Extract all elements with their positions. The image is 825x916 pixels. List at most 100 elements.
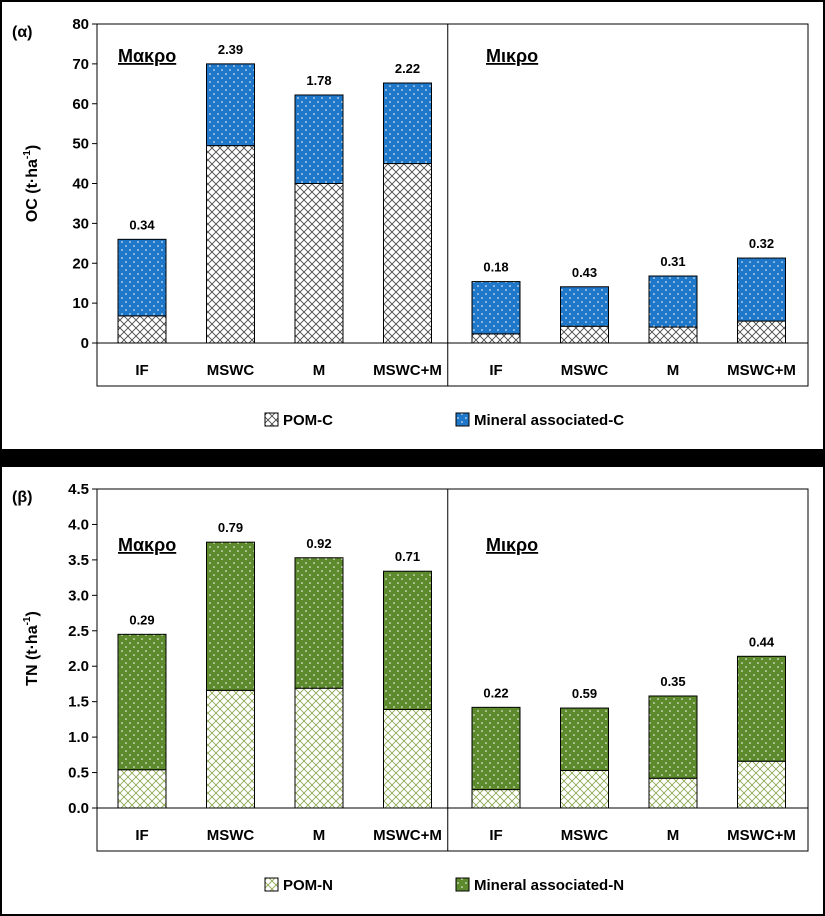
oc-chart: (α) 0 10 20 30 40 50 60 70 80 OC (t·ha-1) 0.34 2.39 1… <box>0 0 825 451</box>
bar-segment <box>560 707 609 771</box>
bar-value-label: 2.39 <box>218 42 243 57</box>
legend-label: Mineral associated-C <box>474 412 624 429</box>
bar-value-label: 0.35 <box>660 674 685 689</box>
category-label: M <box>313 827 326 844</box>
bar-value-label: 2.22 <box>395 61 420 76</box>
bar-segment <box>383 82 432 165</box>
bar-segment <box>383 570 432 710</box>
category-label: M <box>667 362 680 379</box>
bar-segment <box>206 63 255 147</box>
y-tick-label: 30 <box>72 215 89 232</box>
bar-segment <box>648 275 698 328</box>
legend-label: POM-C <box>283 412 333 429</box>
bar-value-label: 0.44 <box>749 634 775 649</box>
y-tick-label: 0 <box>81 335 89 352</box>
y-tick-label: 0.5 <box>68 765 89 782</box>
bar-value-label: 0.31 <box>660 254 685 269</box>
bar-value-label: 0.43 <box>572 265 597 280</box>
bar-segment <box>648 777 698 809</box>
bar-segment <box>117 633 167 771</box>
category-label: M <box>313 362 326 379</box>
bar-segment <box>294 687 344 809</box>
legend-label: Mineral associated-N <box>474 877 624 894</box>
panel-label: (β) <box>12 489 32 506</box>
bar-segment <box>294 94 344 184</box>
bar-segment <box>737 760 786 809</box>
group-label: Μακρο <box>118 46 176 66</box>
bar-segment <box>206 689 255 809</box>
bar-value-label: 0.79 <box>218 520 243 535</box>
bar-segment <box>383 708 432 809</box>
y-tick-label: 0.0 <box>68 800 89 817</box>
bar-value-label: 0.59 <box>572 686 597 701</box>
category-label: IF <box>135 362 148 379</box>
bar-segment <box>294 557 344 689</box>
bar-segment <box>560 325 609 344</box>
bar-segment <box>117 315 167 344</box>
bar-value-label: 0.71 <box>395 549 420 564</box>
panel-oc: (α) 0 10 20 30 40 50 60 70 80 OC (t·ha-1) 0.34 2.39 1… <box>0 0 825 451</box>
bar-segment <box>206 541 255 691</box>
category-label: MSWC <box>207 827 255 844</box>
bar-segment <box>294 183 344 344</box>
y-axis-label: OC (t·ha-1) <box>22 145 41 222</box>
bar-segment <box>737 320 786 344</box>
y-tick-label: 4.0 <box>68 516 89 533</box>
y-tick-label: 2.5 <box>68 623 89 640</box>
bar-segment <box>117 238 167 317</box>
bar-value-label: 0.34 <box>129 217 155 232</box>
plot-area <box>96 488 809 852</box>
bar-segment <box>471 281 521 335</box>
category-label: MSWC+M <box>727 827 796 844</box>
panel-frame <box>0 0 825 451</box>
y-tick-label: 10 <box>72 295 89 312</box>
bar-segment <box>560 286 609 327</box>
bar-segment <box>648 695 698 779</box>
bar-value-label: 0.29 <box>129 612 154 627</box>
category-label: MSWC <box>561 827 609 844</box>
bar-segment <box>471 706 521 791</box>
legend-swatch <box>455 877 470 892</box>
category-label: IF <box>489 362 502 379</box>
legend-label: POM-N <box>283 877 333 894</box>
category-label: IF <box>135 827 148 844</box>
y-tick-label: 3.0 <box>68 587 89 604</box>
bar-value-label: 0.32 <box>749 236 774 251</box>
category-label: IF <box>489 827 502 844</box>
y-tick-label: 60 <box>72 96 89 113</box>
legend-swatch <box>455 412 470 427</box>
y-tick-label: 4.5 <box>68 481 89 498</box>
bar-value-label: 0.22 <box>483 685 508 700</box>
group-label: Μακρο <box>118 535 176 555</box>
y-tick-label: 2.0 <box>68 658 89 675</box>
bar-segment <box>117 769 167 809</box>
category-label: MSWC <box>561 362 609 379</box>
y-tick-label: 1.5 <box>68 694 89 711</box>
tn-chart: (β) 0.0 0.5 1.0 1.5 2.0 2.5 3.0 3.5 4.0 4.5 TN (t·h… <box>0 465 825 916</box>
y-tick-label: 50 <box>72 136 89 153</box>
y-tick-label: 3.5 <box>68 552 89 569</box>
bar-segment <box>560 769 609 809</box>
category-label: MSWC+M <box>373 362 442 379</box>
bar-segment <box>737 257 786 322</box>
group-label: Μικρο <box>486 46 538 66</box>
bar-segment <box>737 655 786 762</box>
y-tick-label: 20 <box>72 255 89 272</box>
legend-swatch <box>264 412 279 427</box>
category-label: MSWC+M <box>373 827 442 844</box>
bar-value-label: 0.18 <box>483 260 508 275</box>
plot-area <box>96 23 809 387</box>
group-label: Μικρο <box>486 535 538 555</box>
y-tick-label: 70 <box>72 56 89 73</box>
panel-tn: (β) 0.0 0.5 1.0 1.5 2.0 2.5 3.0 3.5 4.0 4.5 TN (t·h… <box>0 465 825 916</box>
category-label: M <box>667 827 680 844</box>
category-label: MSWC <box>207 362 255 379</box>
bar-segment <box>471 333 521 344</box>
y-tick-label: 1.0 <box>68 729 89 746</box>
panel-label: (α) <box>12 24 33 41</box>
bar-segment <box>383 163 432 344</box>
y-axis-label: TN (t·ha-1) <box>22 611 41 686</box>
bar-segment <box>206 145 255 344</box>
bar-segment <box>648 326 698 344</box>
bar-value-label: 1.78 <box>306 73 331 88</box>
